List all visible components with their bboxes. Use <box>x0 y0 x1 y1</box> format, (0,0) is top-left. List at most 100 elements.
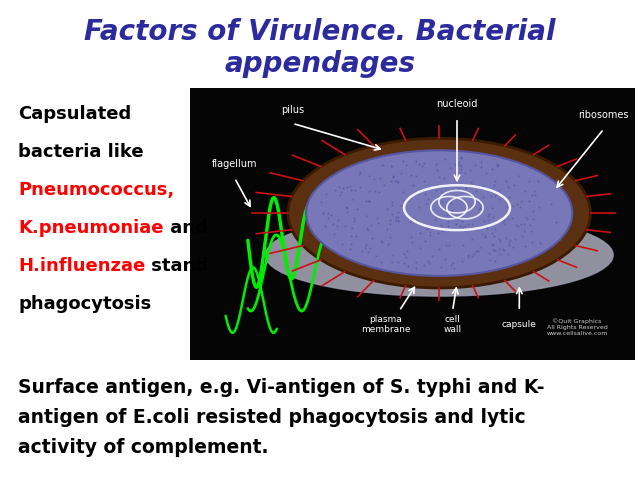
Point <box>488 247 499 254</box>
Point <box>515 204 525 211</box>
Point <box>484 256 495 264</box>
Point <box>518 227 529 235</box>
Point <box>413 203 424 211</box>
Point <box>433 229 443 237</box>
Text: pilus: pilus <box>281 105 304 115</box>
Point <box>336 188 346 196</box>
Point <box>437 228 447 235</box>
Point <box>323 209 333 216</box>
Point <box>364 187 374 195</box>
Point <box>465 167 475 174</box>
Point <box>524 197 534 205</box>
Point <box>445 207 456 215</box>
Point <box>346 240 356 248</box>
Point <box>457 217 467 225</box>
Point <box>520 188 530 195</box>
Point <box>388 252 398 259</box>
Point <box>505 236 515 244</box>
Point <box>339 222 349 229</box>
Point <box>456 165 466 173</box>
Point <box>410 216 420 224</box>
Point <box>374 174 385 182</box>
Point <box>385 233 395 240</box>
Point <box>522 215 532 223</box>
Point <box>391 213 401 221</box>
Text: K.pneumoniae: K.pneumoniae <box>18 219 163 237</box>
Point <box>440 155 450 163</box>
Point <box>424 228 435 236</box>
Point <box>349 217 359 225</box>
Point <box>454 158 464 166</box>
Point <box>345 245 355 253</box>
Point <box>419 261 429 268</box>
Point <box>502 204 512 211</box>
Point <box>376 258 386 266</box>
Text: Capsulated: Capsulated <box>18 105 131 123</box>
Point <box>472 247 483 255</box>
Point <box>345 182 355 190</box>
Point <box>427 252 437 260</box>
Point <box>532 177 543 184</box>
Point <box>382 205 392 213</box>
Point <box>476 163 486 171</box>
Point <box>342 208 352 216</box>
Point <box>340 204 351 211</box>
Point <box>488 181 499 189</box>
Point <box>417 162 427 169</box>
Point <box>436 221 447 229</box>
Point <box>489 232 499 240</box>
Point <box>486 192 497 200</box>
Point <box>387 198 397 206</box>
Point <box>501 178 511 185</box>
Point <box>318 209 328 216</box>
Point <box>465 193 476 201</box>
Point <box>474 198 484 206</box>
Text: ribosomes: ribosomes <box>579 110 629 120</box>
Point <box>467 179 477 186</box>
Point <box>449 264 459 272</box>
Point <box>502 216 513 223</box>
Text: Surface antigen, e.g. Vi-antigen of S. typhi and K-: Surface antigen, e.g. Vi-antigen of S. t… <box>18 378 545 397</box>
Point <box>433 173 444 180</box>
Point <box>439 174 449 182</box>
Point <box>487 166 497 173</box>
Point <box>364 172 374 180</box>
Point <box>422 225 432 233</box>
Point <box>401 253 412 261</box>
Point <box>451 220 461 228</box>
Point <box>406 171 416 179</box>
Point <box>456 226 467 234</box>
Point <box>411 157 421 165</box>
Point <box>410 190 420 198</box>
Point <box>525 221 535 228</box>
Point <box>463 252 474 259</box>
Text: stand: stand <box>145 257 208 275</box>
Point <box>471 247 481 254</box>
Point <box>360 197 371 205</box>
Point <box>452 161 462 169</box>
Text: phagocytosis: phagocytosis <box>18 295 151 313</box>
Point <box>478 193 488 201</box>
Point <box>346 232 356 240</box>
Point <box>450 160 460 168</box>
Point <box>458 241 468 249</box>
Point <box>405 217 415 225</box>
Point <box>408 181 418 189</box>
Point <box>521 213 531 220</box>
Point <box>360 244 371 252</box>
Point <box>393 217 403 225</box>
Point <box>316 198 326 206</box>
Point <box>477 230 488 238</box>
Point <box>342 204 353 212</box>
Point <box>440 205 450 213</box>
Point <box>432 167 442 174</box>
Point <box>420 237 430 245</box>
Point <box>411 264 421 272</box>
Point <box>513 222 524 230</box>
Point <box>527 239 537 246</box>
Point <box>490 192 500 200</box>
Point <box>465 182 475 190</box>
Point <box>396 202 406 209</box>
Point <box>443 222 453 230</box>
Point <box>529 187 539 194</box>
